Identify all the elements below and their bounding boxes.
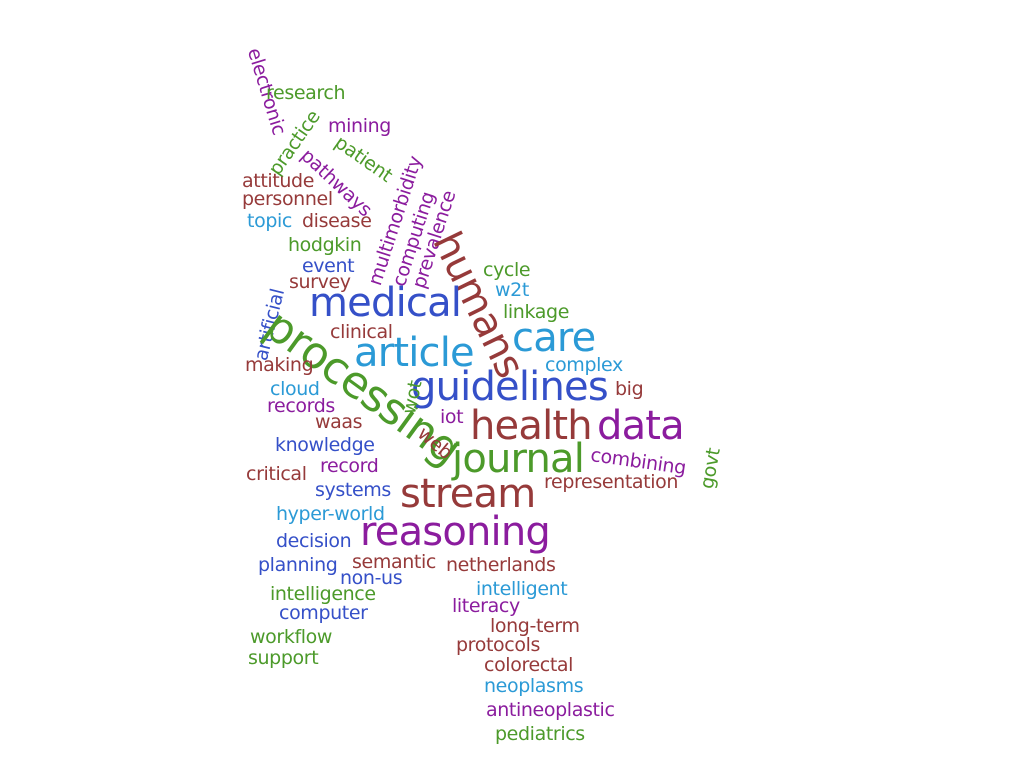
word-article: article (354, 330, 475, 376)
word-netherlands: netherlands (446, 554, 556, 576)
word-pediatrics: pediatrics (495, 723, 585, 745)
word-attitude: attitude (242, 170, 315, 192)
word-protocols: protocols (456, 634, 540, 656)
word-intelligent: intelligent (476, 578, 568, 600)
word-representation: representation (544, 471, 679, 493)
word-topic: topic (247, 210, 292, 232)
word-govt: govt (696, 446, 725, 491)
word-personnel: personnel (242, 188, 333, 210)
word-clinical: clinical (330, 321, 393, 343)
word-antineoplastic: antineoplastic (486, 699, 615, 721)
word-event: event (302, 255, 355, 277)
word-computer: computer (279, 602, 368, 624)
word-stream: stream (400, 471, 536, 517)
word-waas: waas (315, 411, 363, 433)
word-iot: iot (440, 406, 464, 428)
word-semantic: semantic (352, 551, 436, 573)
word-medical: medical (309, 280, 462, 326)
word-records: records (267, 395, 335, 417)
word-long-term: long-term (490, 615, 580, 637)
word-research: research (266, 82, 346, 104)
word-knowledge: knowledge (275, 434, 375, 456)
word-colorectal: colorectal (484, 654, 574, 676)
word-health: health (470, 403, 593, 449)
word-cloud: cloud (270, 378, 320, 400)
word-survey: survey (289, 271, 351, 293)
word-mining: mining (328, 115, 391, 137)
word-care: care (512, 315, 596, 361)
word-hodgkin: hodgkin (288, 234, 362, 256)
word-non-us: non-us (340, 567, 403, 589)
word-literacy: literacy (452, 595, 520, 617)
word-disease: disease (302, 210, 372, 232)
word-reasoning: reasoning (360, 509, 551, 555)
word-workflow: workflow (250, 626, 333, 648)
word-decision: decision (276, 530, 352, 552)
word-journal: journal (452, 436, 585, 482)
word-big: big (615, 378, 644, 400)
word-planning: planning (258, 554, 338, 576)
word-hyper-world: hyper-world (276, 503, 385, 525)
word-complex: complex (545, 354, 623, 376)
word-linkage: linkage (503, 301, 570, 323)
word-cycle: cycle (483, 259, 531, 281)
word-guidelines: guidelines (411, 364, 609, 410)
word-systems: systems (315, 479, 391, 501)
word-data: data (597, 403, 685, 449)
word-record: record (320, 455, 379, 477)
word-intelligence: intelligence (270, 583, 376, 605)
word-support: support (248, 647, 319, 669)
word-making: making (245, 354, 314, 376)
word-neoplasms: neoplasms (484, 675, 584, 697)
word-critical: critical (246, 463, 307, 485)
word-w2t: w2t (495, 279, 529, 301)
